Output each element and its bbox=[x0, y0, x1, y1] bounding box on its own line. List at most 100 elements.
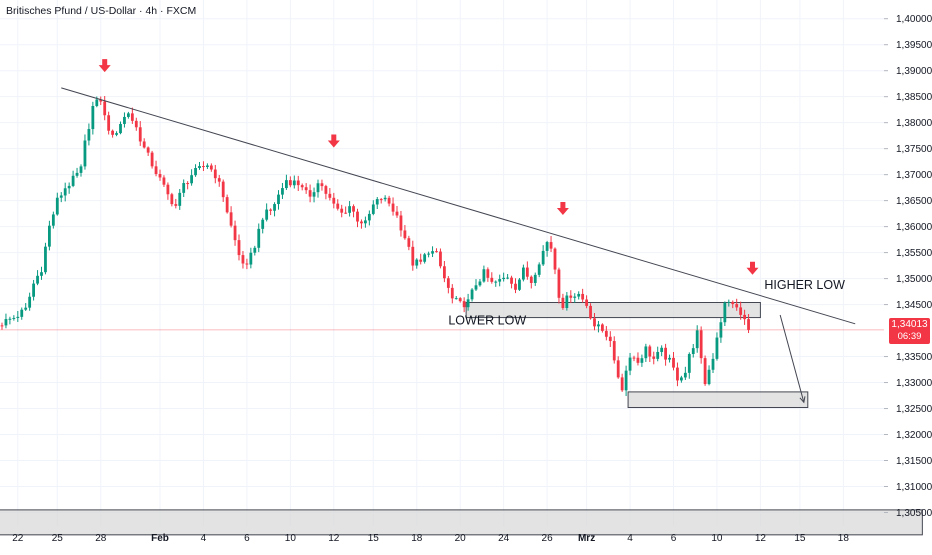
candle-body bbox=[664, 347, 667, 360]
candle-body bbox=[308, 190, 312, 197]
candle-body bbox=[478, 281, 482, 286]
zone-rect-3 bbox=[0, 509, 923, 536]
candle-body bbox=[597, 324, 600, 327]
x-tick-label: Mrz bbox=[578, 533, 595, 544]
candle-body bbox=[695, 330, 699, 349]
x-tick-label: 12 bbox=[755, 533, 767, 544]
candle-body bbox=[680, 377, 683, 381]
candle-body bbox=[265, 209, 269, 220]
y-tick-label: 1,37000 bbox=[896, 170, 932, 181]
candle-body bbox=[150, 152, 154, 167]
candle-body bbox=[537, 264, 541, 275]
candle-body bbox=[158, 174, 162, 178]
candle-body bbox=[719, 322, 723, 338]
down-arrow-icon bbox=[746, 261, 759, 275]
candle-body bbox=[739, 307, 743, 315]
candle-body bbox=[336, 203, 340, 209]
candle-body bbox=[446, 278, 450, 288]
candle-body bbox=[32, 283, 35, 297]
candle-body bbox=[553, 248, 557, 270]
y-tick-label: 1,38000 bbox=[896, 118, 932, 129]
x-tick-label: 26 bbox=[542, 533, 554, 544]
candle-body bbox=[439, 251, 442, 267]
candle-body bbox=[458, 298, 462, 302]
candle-body bbox=[403, 230, 407, 239]
candle-body bbox=[636, 357, 640, 363]
candle-body bbox=[257, 228, 261, 248]
y-tick-label: 1,32500 bbox=[896, 404, 932, 415]
candle-body bbox=[735, 304, 739, 308]
candle-body bbox=[233, 225, 237, 241]
candle-body bbox=[269, 209, 272, 211]
candle-body bbox=[731, 301, 735, 305]
last-price-value: 1,34013 bbox=[891, 319, 928, 330]
candle-body bbox=[525, 267, 529, 277]
candle-body bbox=[352, 206, 355, 212]
annotation-label: LOWER LOW bbox=[448, 313, 526, 327]
candle-body bbox=[391, 203, 395, 212]
candle-body bbox=[328, 193, 332, 198]
candle-body bbox=[624, 370, 628, 391]
candle-body bbox=[577, 293, 581, 297]
candle-body bbox=[340, 208, 344, 213]
x-tick-label: 15 bbox=[368, 533, 380, 544]
candle-body bbox=[490, 277, 494, 282]
candle-body bbox=[691, 348, 695, 355]
annotation-label: HIGHER LOW bbox=[764, 278, 845, 292]
candle-body bbox=[40, 272, 43, 276]
candle-body bbox=[565, 295, 569, 308]
candle-body bbox=[668, 357, 671, 360]
candle-body bbox=[213, 169, 217, 179]
candle-body bbox=[423, 254, 427, 262]
candle-body bbox=[28, 296, 32, 308]
candle-body bbox=[79, 166, 83, 173]
candle-body bbox=[91, 106, 95, 130]
candle-body bbox=[648, 346, 652, 357]
x-tick-label: 25 bbox=[52, 533, 64, 544]
candle-body bbox=[59, 195, 63, 198]
y-tick-label: 1,32000 bbox=[896, 430, 932, 441]
candle-body bbox=[514, 283, 517, 290]
y-tick-label: 1,34500 bbox=[896, 300, 932, 311]
candle-body bbox=[44, 246, 47, 273]
candle-body bbox=[561, 297, 565, 308]
candle-body bbox=[411, 246, 415, 266]
drawings bbox=[0, 87, 884, 404]
candle-body bbox=[557, 269, 561, 298]
candle-body bbox=[494, 281, 498, 283]
zones bbox=[0, 302, 923, 536]
candle-body bbox=[723, 302, 727, 323]
candle-body bbox=[407, 238, 411, 247]
candle-body bbox=[395, 211, 399, 216]
candle-body bbox=[209, 165, 213, 170]
candle-body bbox=[585, 299, 588, 306]
candle-body bbox=[146, 147, 150, 153]
candle-body bbox=[379, 199, 383, 201]
x-tick-label: 15 bbox=[794, 533, 806, 544]
candle-body bbox=[371, 204, 375, 214]
candle-body bbox=[71, 175, 75, 186]
candle-body bbox=[8, 318, 12, 320]
candle-body bbox=[292, 180, 296, 186]
x-tick-label: 18 bbox=[838, 533, 850, 544]
candle-body bbox=[632, 357, 636, 359]
candle-body bbox=[300, 185, 304, 188]
y-tick-label: 1,36500 bbox=[896, 196, 932, 207]
axes: 1,40000 1,39500 1,39000 1,38500 1,38000 1,375… bbox=[12, 14, 932, 544]
candle-body bbox=[190, 175, 193, 184]
candle-body bbox=[166, 184, 170, 195]
projection-arrow-line bbox=[779, 314, 805, 403]
candle-body bbox=[545, 242, 549, 251]
x-tick-label: 28 bbox=[95, 533, 107, 544]
candle-body bbox=[119, 123, 122, 134]
candle-body bbox=[348, 206, 351, 213]
trendline bbox=[61, 87, 856, 325]
candle-body bbox=[443, 266, 446, 279]
candle-body bbox=[628, 357, 632, 371]
candle-body bbox=[241, 255, 245, 264]
candle-body bbox=[170, 194, 174, 205]
candle-body bbox=[620, 377, 624, 391]
x-tick-label: Feb bbox=[151, 533, 169, 544]
